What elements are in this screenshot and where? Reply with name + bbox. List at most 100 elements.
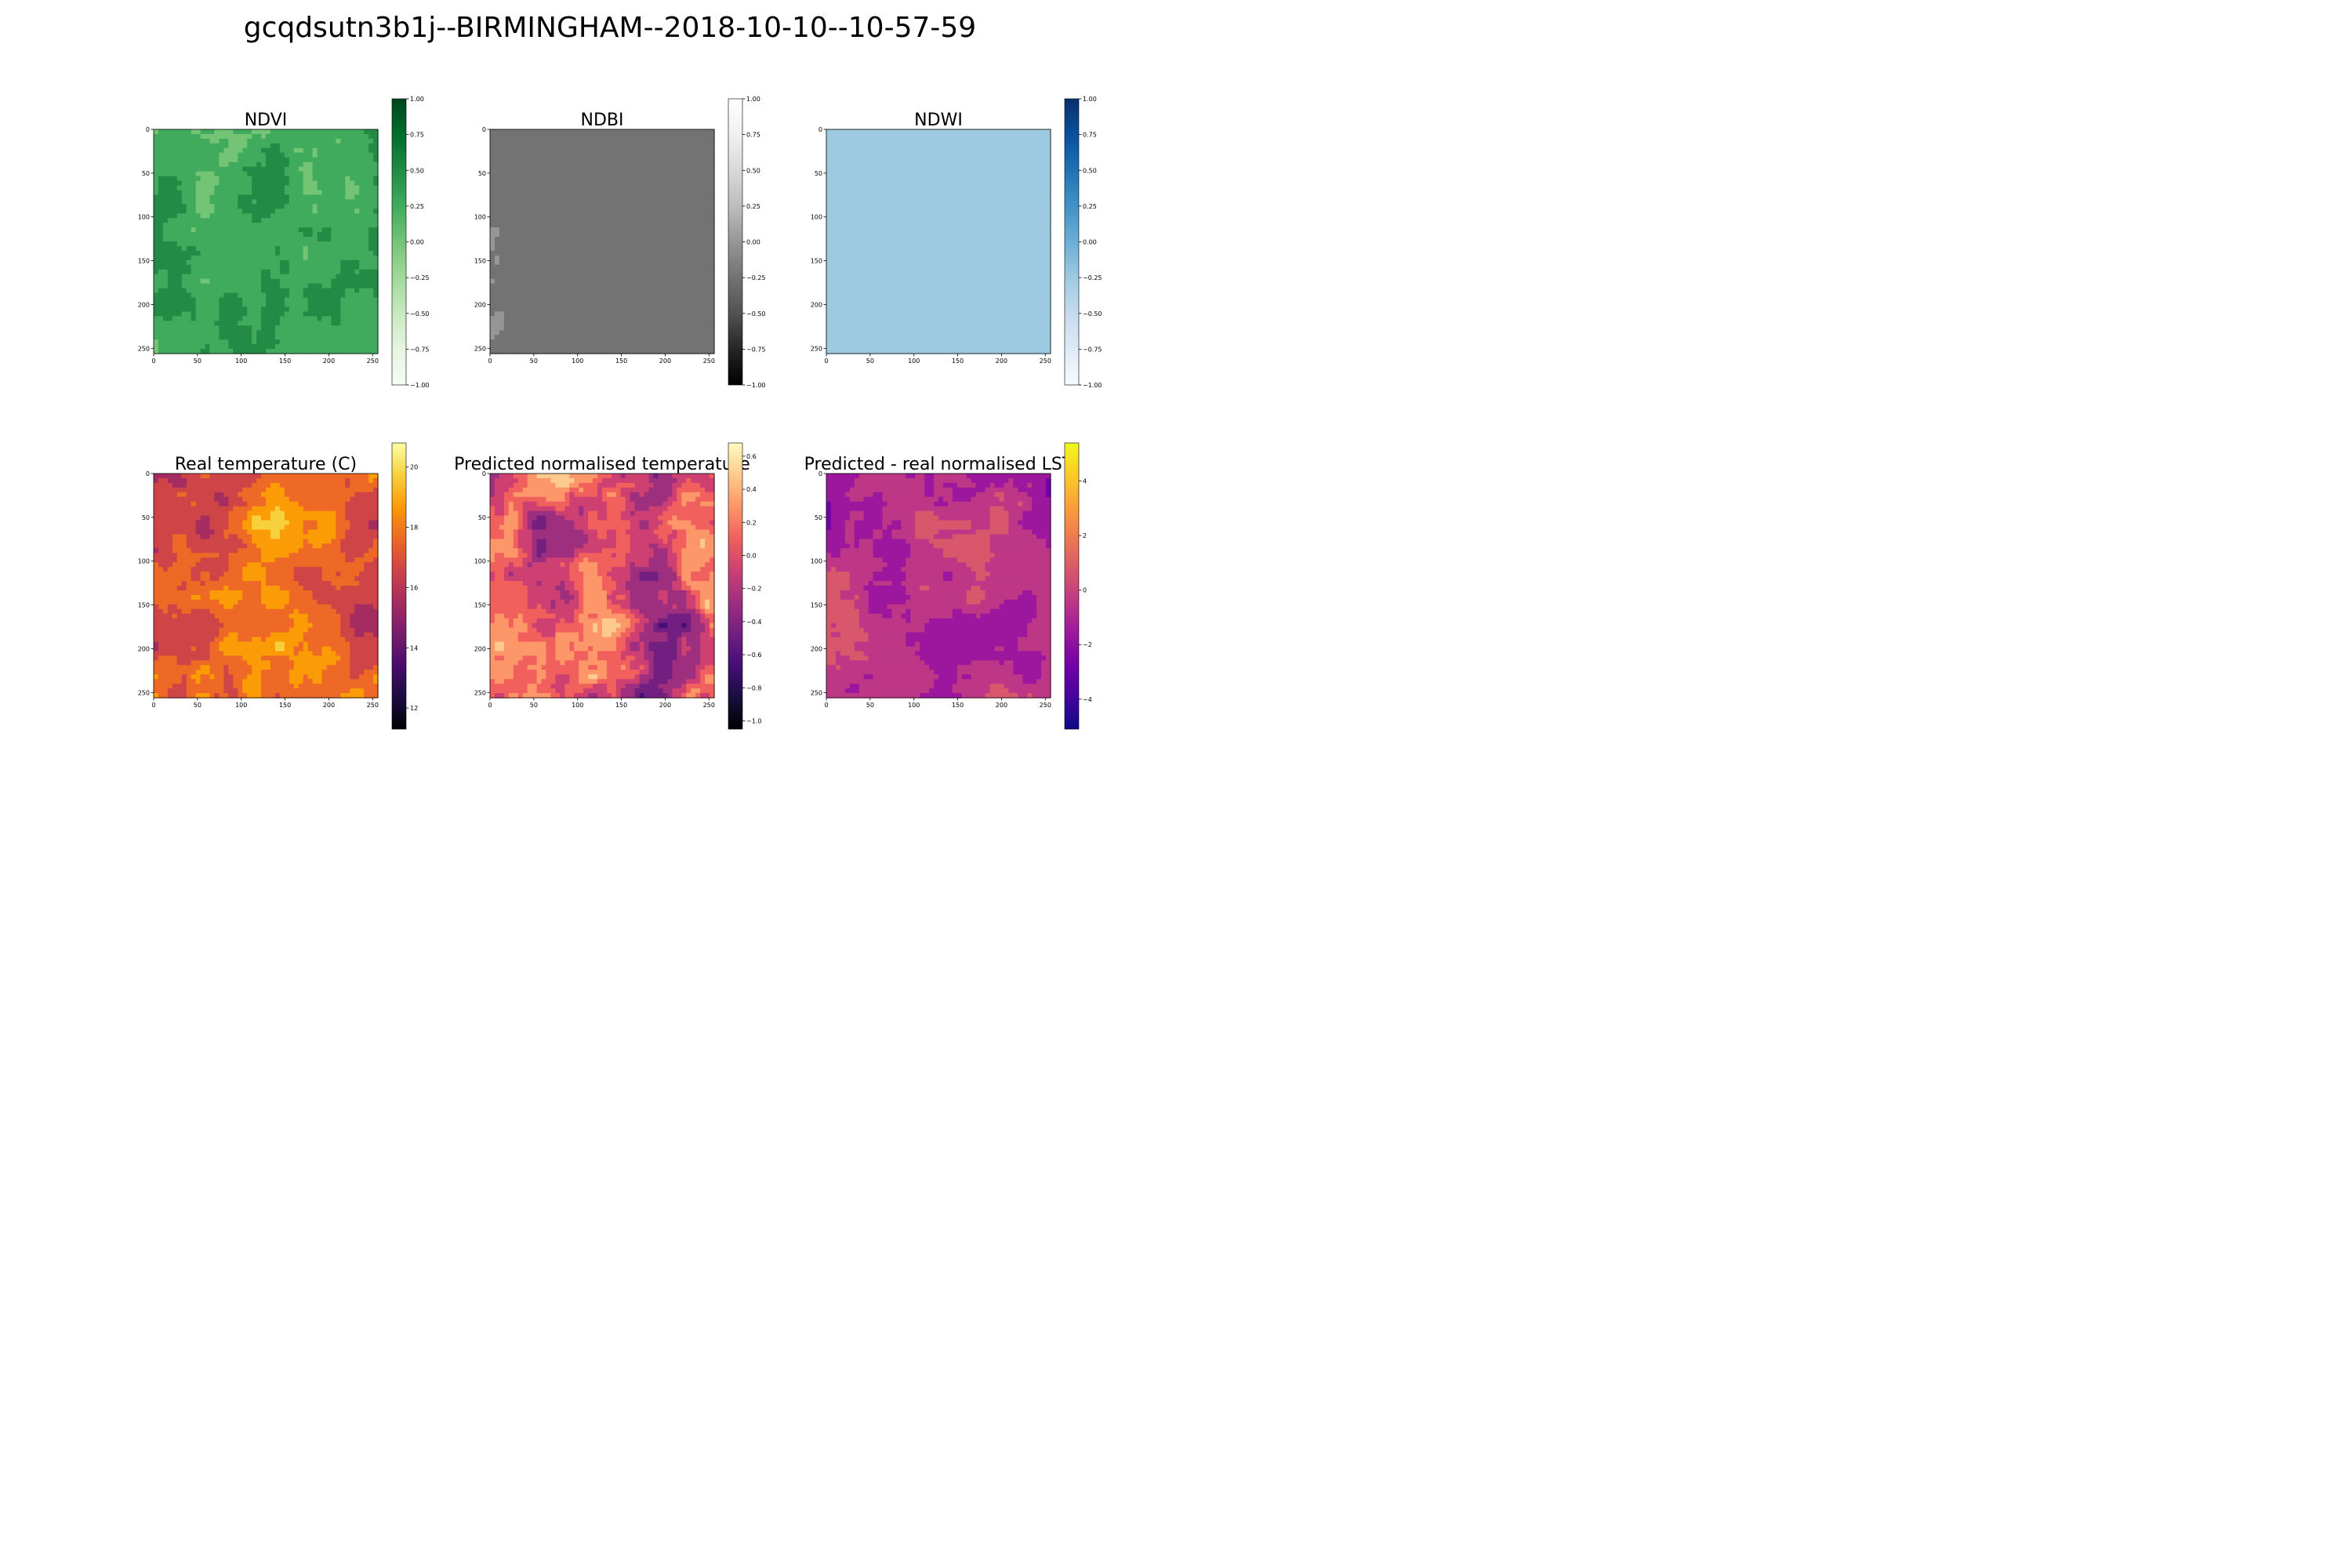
heatmap-cell — [574, 166, 579, 172]
y-tick-label: 100 — [138, 214, 150, 221]
heatmap-cell — [597, 194, 603, 200]
heatmap-cell — [677, 344, 682, 350]
heatmap-cell — [326, 209, 332, 214]
heatmap-cell — [508, 250, 514, 256]
heatmap-cell — [639, 255, 645, 261]
heatmap-cell — [154, 227, 159, 233]
heatmap-cell — [228, 339, 234, 345]
heatmap-cell — [527, 283, 533, 289]
heatmap-cell — [503, 330, 510, 336]
heatmap-cell — [303, 250, 309, 256]
heatmap-cell — [658, 349, 664, 354]
heatmap-cell — [303, 176, 309, 182]
heatmap-cell — [494, 288, 500, 294]
heatmap-cell — [223, 344, 229, 350]
heatmap-cell — [307, 213, 314, 219]
heatmap-cell — [252, 204, 257, 209]
heatmap-cell — [527, 278, 533, 285]
heatmap-cell — [569, 218, 575, 223]
heatmap-cell — [312, 250, 318, 256]
heatmap-cell — [615, 180, 622, 187]
heatmap-cell — [289, 176, 295, 182]
heatmap-cell — [154, 264, 159, 270]
heatmap-cell — [579, 245, 584, 252]
heatmap-cell — [266, 204, 271, 209]
heatmap-cell — [648, 162, 655, 168]
heatmap-cell — [167, 344, 173, 350]
heatmap-cell — [583, 283, 589, 289]
heatmap-cell — [214, 223, 220, 228]
heatmap-cell — [611, 316, 617, 321]
heatmap-cell — [256, 292, 262, 299]
heatmap-cell — [186, 283, 192, 289]
heatmap-cell — [513, 152, 519, 158]
heatmap-cell — [326, 335, 332, 340]
heatmap-cell — [588, 264, 593, 270]
heatmap-cell — [364, 237, 369, 242]
heatmap-cell — [536, 237, 543, 242]
heatmap-cell — [223, 335, 229, 340]
heatmap-cell — [228, 316, 234, 321]
heatmap-cell — [172, 209, 178, 214]
heatmap-cell — [186, 166, 192, 172]
heatmap-cell — [195, 339, 201, 345]
heatmap-cell — [634, 335, 641, 340]
heatmap-cell — [705, 335, 710, 340]
heatmap-cell — [368, 232, 374, 238]
heatmap-cell — [681, 330, 687, 336]
heatmap-cell — [705, 278, 710, 285]
heatmap-cell — [915, 147, 920, 154]
heatmap-cell — [270, 152, 276, 158]
heatmap-cell — [200, 209, 206, 214]
heatmap-cell — [658, 227, 664, 233]
heatmap-cell — [527, 339, 533, 345]
heatmap-cell — [579, 185, 584, 191]
heatmap-cell — [508, 209, 514, 214]
heatmap-cell — [555, 180, 561, 187]
heatmap-cell — [602, 171, 608, 177]
heatmap-cell — [695, 335, 701, 340]
heatmap-cell — [494, 237, 500, 242]
heatmap-cell — [364, 213, 369, 219]
heatmap-cell — [219, 311, 224, 317]
heatmap-cell — [989, 152, 996, 158]
heatmap-cell — [662, 274, 669, 280]
heatmap-cell — [517, 264, 524, 270]
heatmap-cell — [242, 288, 248, 294]
heatmap-cell — [653, 232, 659, 238]
heatmap-cell — [266, 278, 271, 285]
heatmap-cell — [942, 138, 949, 144]
heatmap-cell — [615, 209, 622, 214]
heatmap-cell — [354, 311, 360, 317]
heatmap-cell — [602, 288, 608, 294]
heatmap-cell — [274, 245, 281, 252]
heatmap-cell — [172, 180, 178, 187]
heatmap-cell — [620, 241, 626, 247]
heatmap-cell — [219, 232, 224, 238]
heatmap-cell — [513, 269, 519, 275]
heatmap-cell — [167, 199, 173, 205]
heatmap-cell — [233, 162, 238, 168]
heatmap-cell — [634, 227, 641, 233]
heatmap-cell — [266, 185, 271, 191]
heatmap-cell — [555, 339, 561, 345]
heatmap-cell — [223, 292, 229, 299]
heatmap-cell — [1022, 152, 1028, 158]
heatmap-cell — [503, 129, 510, 135]
heatmap-cell — [242, 311, 248, 317]
heatmap-cell — [167, 302, 173, 308]
heatmap-cell — [256, 232, 262, 238]
heatmap-cell — [522, 297, 528, 303]
heatmap-cell — [256, 209, 262, 214]
heatmap-cell — [261, 250, 267, 256]
heatmap-cell — [513, 292, 519, 299]
heatmap-cell — [952, 152, 958, 158]
heatmap-cell — [368, 349, 374, 354]
heatmap-cell — [527, 325, 533, 331]
heatmap-cell — [219, 302, 224, 308]
heatmap-cell — [648, 269, 655, 275]
heatmap-cell — [620, 237, 626, 242]
heatmap-cell — [298, 307, 304, 312]
heatmap-cell — [691, 250, 696, 256]
heatmap-cell — [644, 344, 650, 350]
